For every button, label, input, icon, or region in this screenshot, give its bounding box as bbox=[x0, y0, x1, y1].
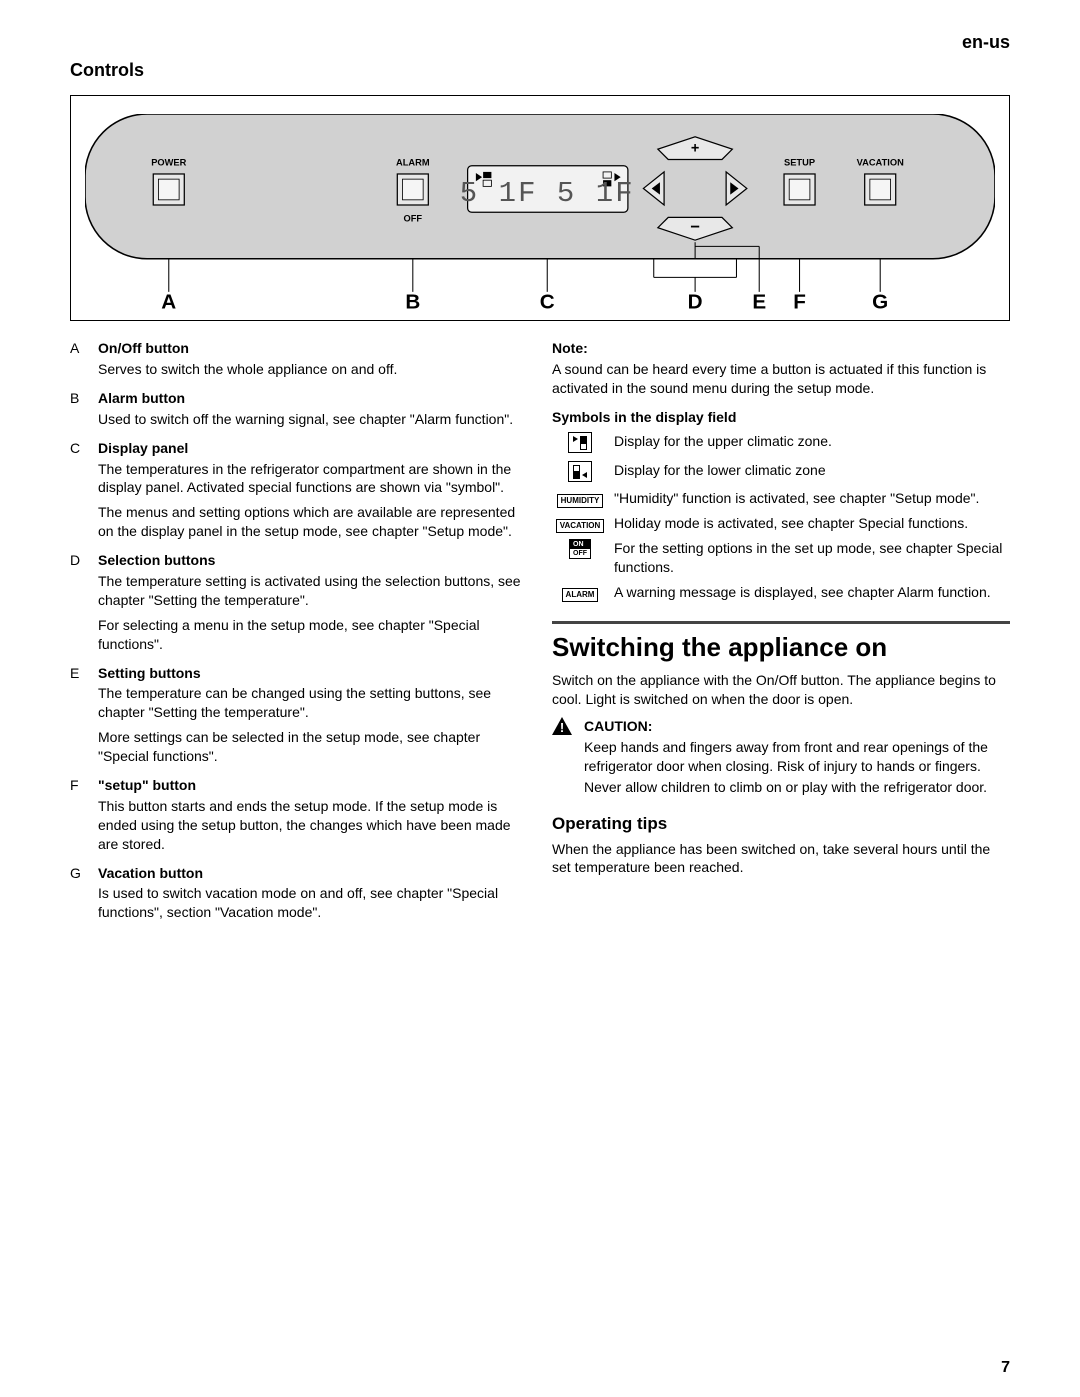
control-item: BAlarm button Used to switch off the warn… bbox=[70, 389, 528, 435]
control-title: On/Off button bbox=[98, 339, 528, 358]
setup-label: SETUP bbox=[784, 157, 815, 167]
control-letter: D bbox=[70, 551, 98, 659]
symbols-table: Display for the upper climatic zone.Disp… bbox=[552, 429, 1010, 606]
control-desc: More settings can be selected in the set… bbox=[98, 728, 528, 766]
note-heading: Note: bbox=[552, 339, 1010, 358]
svg-text:C: C bbox=[540, 290, 555, 310]
control-panel-figure: POWER ALARM OFF SETUP VACATION 5 1F 5 1F bbox=[70, 95, 1010, 321]
control-desc: The menus and setting options which are … bbox=[98, 503, 528, 541]
note-body: A sound can be heard every time a button… bbox=[552, 360, 1010, 398]
control-desc: For selecting a menu in the setup mode, … bbox=[98, 616, 528, 654]
symbol-icon: ONOFF bbox=[552, 536, 614, 580]
control-desc: This button starts and ends the setup mo… bbox=[98, 797, 528, 854]
control-letter: C bbox=[70, 439, 98, 547]
section-heading: Controls bbox=[70, 58, 1010, 82]
controls-legend: AOn/Off button Serves to switch the whole… bbox=[70, 339, 528, 932]
control-letter: G bbox=[70, 864, 98, 929]
symbol-text: Display for the lower climatic zone bbox=[614, 458, 1010, 487]
control-item: AOn/Off button Serves to switch the whole… bbox=[70, 339, 528, 385]
section-divider bbox=[552, 621, 1010, 624]
symbols-heading: Symbols in the display field bbox=[552, 408, 1010, 427]
control-letter: B bbox=[70, 389, 98, 435]
svg-text:E: E bbox=[752, 290, 766, 310]
caution-block: ! CAUTION: Keep hands and fingers away f… bbox=[552, 717, 1010, 799]
control-desc: The temperature can be changed using the… bbox=[98, 684, 528, 722]
control-letter: F bbox=[70, 776, 98, 860]
svg-text:B: B bbox=[405, 290, 420, 310]
svg-text:!: ! bbox=[560, 720, 564, 735]
warning-icon: ! bbox=[552, 717, 574, 799]
control-title: Display panel bbox=[98, 439, 528, 458]
power-label: POWER bbox=[151, 157, 186, 167]
control-title: Selection buttons bbox=[98, 551, 528, 570]
caution-text-1: Keep hands and fingers away from front a… bbox=[584, 738, 1010, 776]
symbol-text: Holiday mode is activated, see chapter S… bbox=[614, 511, 1010, 536]
symbol-icon: VACATION bbox=[552, 511, 614, 536]
control-desc: The temperatures in the refrigerator com… bbox=[98, 460, 528, 498]
svg-text:+: + bbox=[691, 140, 699, 156]
control-item: CDisplay panel The temperatures in the re… bbox=[70, 439, 528, 547]
operating-tips-heading: Operating tips bbox=[552, 813, 1010, 836]
svg-text:A: A bbox=[161, 290, 176, 310]
language-indicator: en-us bbox=[70, 30, 1010, 54]
svg-text:−: − bbox=[690, 216, 700, 235]
operating-tips-body: When the appliance has been switched on,… bbox=[552, 840, 1010, 878]
control-desc: Serves to switch the whole appliance on … bbox=[98, 360, 528, 379]
control-title: Setting buttons bbox=[98, 664, 528, 683]
control-desc: The temperature setting is activated usi… bbox=[98, 572, 528, 610]
control-item: F"setup" button This button starts and en… bbox=[70, 776, 528, 860]
alarm-label: ALARM bbox=[396, 157, 430, 167]
control-desc: Is used to switch vacation mode on and o… bbox=[98, 884, 528, 922]
control-desc: Used to switch off the warning signal, s… bbox=[98, 410, 528, 429]
svg-text:F: F bbox=[793, 290, 806, 310]
svg-text:D: D bbox=[688, 290, 703, 310]
control-title: "setup" button bbox=[98, 776, 528, 795]
symbol-icon bbox=[552, 429, 614, 458]
control-item: ESetting buttonsThe temperature can be c… bbox=[70, 664, 528, 772]
off-label: OFF bbox=[404, 213, 423, 223]
control-title: Vacation button bbox=[98, 864, 528, 883]
control-letter: E bbox=[70, 664, 98, 772]
switching-intro: Switch on the appliance with the On/Off … bbox=[552, 671, 1010, 709]
symbol-text: "Humidity" function is activated, see ch… bbox=[614, 486, 1010, 511]
caution-text-2: Never allow children to climb on or play… bbox=[584, 778, 1010, 797]
page-number: 7 bbox=[1001, 1357, 1010, 1379]
lcd-readout: 5 1F 5 1F bbox=[460, 176, 635, 209]
symbol-text: A warning message is displayed, see chap… bbox=[614, 580, 1010, 605]
switching-heading: Switching the appliance on bbox=[552, 630, 1010, 665]
symbol-icon: ALARM bbox=[552, 580, 614, 605]
control-title: Alarm button bbox=[98, 389, 528, 408]
panel-svg: POWER ALARM OFF SETUP VACATION 5 1F 5 1F bbox=[85, 114, 995, 310]
control-letter: A bbox=[70, 339, 98, 385]
control-item: DSelection buttons The temperature settin… bbox=[70, 551, 528, 659]
caution-title: CAUTION: bbox=[584, 717, 1010, 736]
vacation-label: VACATION bbox=[857, 157, 904, 167]
control-item: GVacation buttonIs used to switch vacati… bbox=[70, 864, 528, 929]
svg-text:G: G bbox=[872, 290, 888, 310]
symbol-icon bbox=[552, 458, 614, 487]
symbol-text: Display for the upper climatic zone. bbox=[614, 429, 1010, 458]
symbol-icon: HUMIDITY bbox=[552, 486, 614, 511]
symbol-text: For the setting options in the set up mo… bbox=[614, 536, 1010, 580]
